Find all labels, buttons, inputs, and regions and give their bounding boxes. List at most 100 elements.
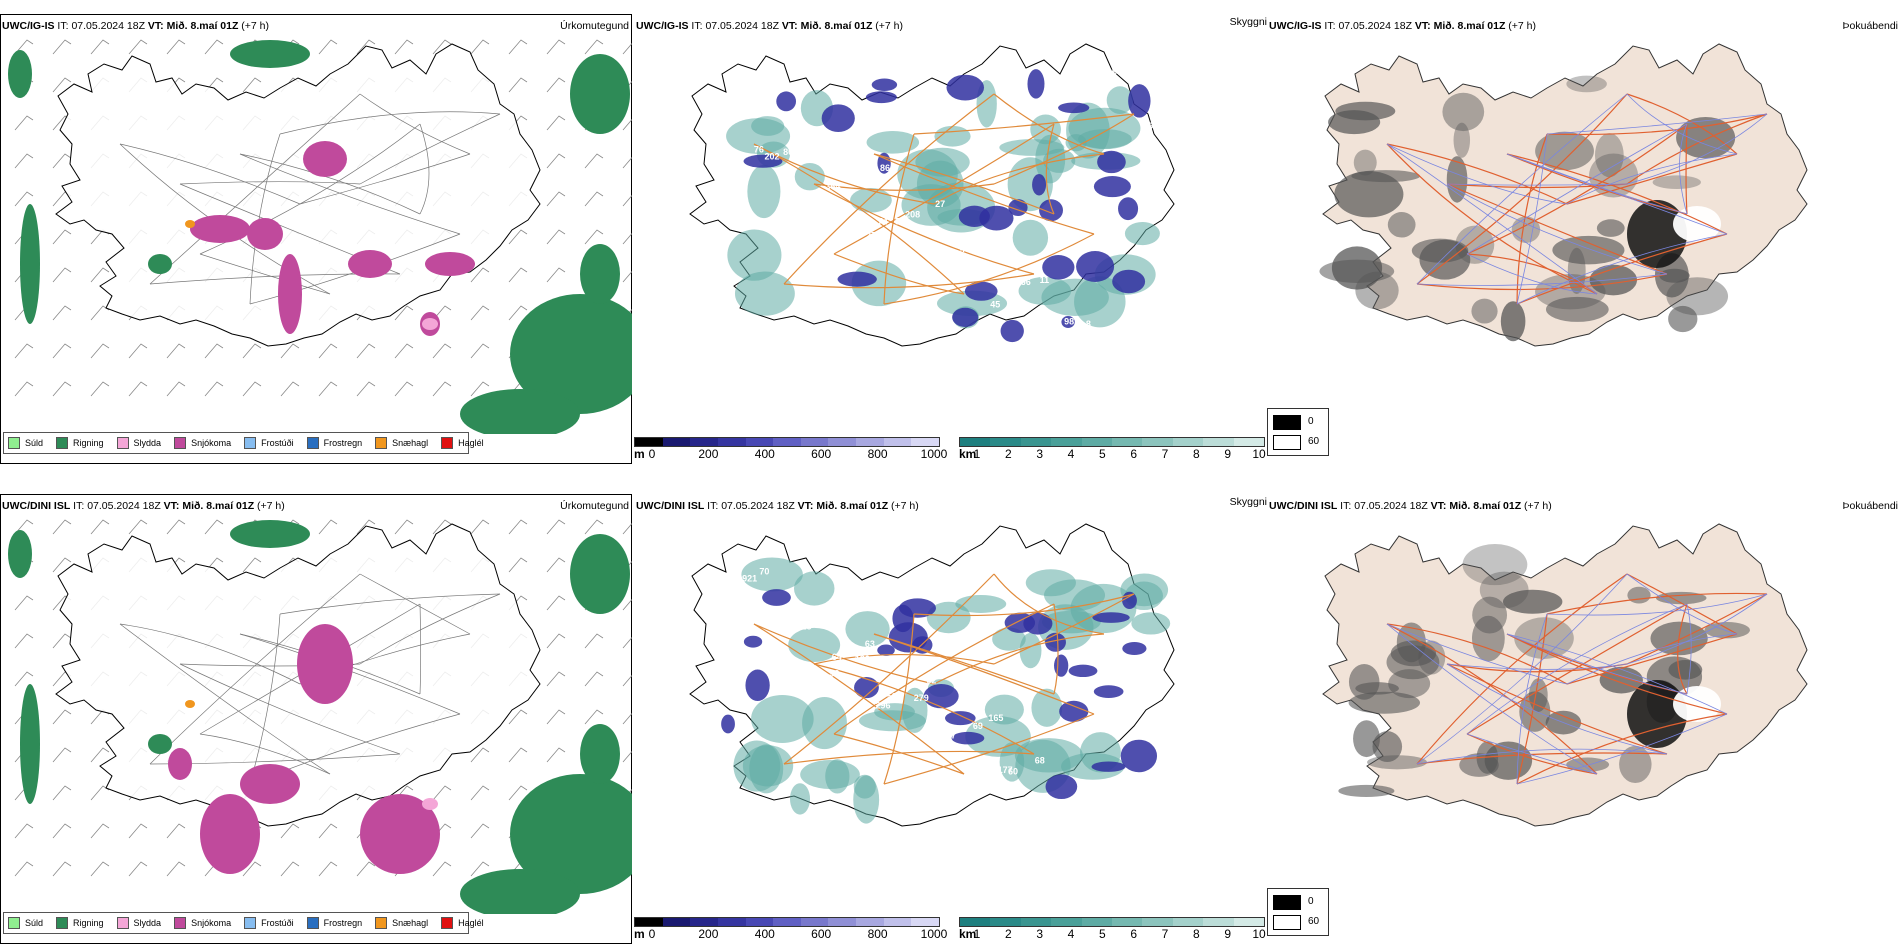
colorbar-tick: 10 (1252, 447, 1266, 461)
colorbar-bin (662, 438, 691, 446)
road-line (933, 153, 1105, 205)
road-line (753, 143, 935, 205)
legend-label: Frostregn (323, 918, 363, 928)
fog-area (1566, 75, 1607, 93)
fog-map[interactable] (1267, 514, 1899, 914)
legend-label: Slydda (133, 918, 162, 928)
precip-type-map[interactable] (0, 34, 632, 434)
fog-map[interactable] (1267, 34, 1899, 434)
vt-label: VT: (1414, 20, 1431, 32)
height-label: 63 (865, 639, 875, 649)
rain-area (148, 734, 172, 754)
wind-barb (166, 343, 186, 359)
wind-barb (204, 381, 224, 397)
low-visibility-area (851, 260, 907, 307)
legend-swatch (441, 917, 454, 929)
height-label: 47 (1041, 808, 1051, 818)
high-terrain-area (888, 622, 928, 653)
it-value: 07.05.2024 18Z (87, 500, 161, 512)
wind-barb (546, 557, 566, 573)
legend-label: Rigning (73, 918, 104, 928)
snow-area (360, 794, 440, 874)
legend-swatch (116, 437, 129, 449)
precip-type-map[interactable] (0, 514, 632, 914)
wind-barb (508, 229, 528, 245)
wind-barb (432, 39, 452, 55)
road-line (1386, 143, 1598, 295)
wind-barb (14, 633, 34, 649)
height-label: 55 (895, 216, 905, 226)
it-value: 07.05.2024 18Z (71, 20, 145, 32)
high-terrain-area (1093, 176, 1131, 198)
legend-item-rigning: Rigning (56, 917, 104, 929)
fog-ref-swatch-1 (1273, 435, 1301, 450)
height-label: 86 (880, 163, 890, 173)
wind-barb (52, 823, 72, 839)
wind-barb (394, 343, 414, 359)
wind-barb (14, 191, 34, 207)
rain-area (460, 389, 580, 434)
colorbar-tick: 9 (1224, 447, 1231, 461)
wind-barb (622, 270, 632, 283)
height-label: 7 (805, 129, 810, 139)
height-colorbar: m 0 200 400 600 800 1000 (634, 437, 947, 461)
low-visibility-area (1106, 86, 1134, 115)
wind-barb (166, 861, 186, 877)
road-line (1466, 603, 1688, 735)
colorbar-bin (1112, 438, 1143, 446)
rain-area (8, 530, 32, 578)
legend-label: Snæhagl (392, 918, 429, 928)
wind-barb (622, 522, 632, 535)
vt-label: VT: (147, 20, 164, 32)
wind-barb (204, 519, 224, 535)
low-visibility-area (794, 162, 825, 191)
wind-barb (546, 115, 566, 131)
wind-barb (242, 343, 262, 359)
rain-areas (8, 40, 632, 434)
road-line (149, 573, 361, 765)
legend-item-frostregn: Frostregn (306, 917, 363, 929)
colorbar-bin (1081, 918, 1113, 926)
height-label: 57 (842, 173, 852, 183)
visibility-map[interactable]: 10 70 61 63 62 165 68 88 75 921 915 130 279 69 60 133 75… (634, 514, 1266, 914)
wind-barb (546, 77, 566, 93)
road-line (1416, 573, 1628, 765)
it-label: IT: (1340, 500, 1352, 512)
road-line (1566, 633, 1738, 685)
low-visibility-area (800, 760, 860, 789)
it-label: IT: (1324, 20, 1336, 32)
high-terrain-area (979, 205, 1014, 231)
height-label: 145 (726, 102, 741, 112)
fog-area (1594, 133, 1624, 178)
height-label: 52 (887, 692, 897, 702)
vt-label: VT: (163, 500, 180, 512)
rain-area (20, 684, 40, 804)
fog-area (1338, 784, 1395, 797)
wind-barb (14, 861, 34, 877)
visibility-map[interactable]: 3051010862711011884187125208455669854298… (634, 34, 1266, 434)
fog-area (1704, 621, 1750, 639)
high-terrain-area (1112, 269, 1146, 294)
height-label: 140 (1096, 551, 1111, 561)
fog-area (1627, 680, 1687, 748)
road-line (249, 233, 461, 305)
height-label: 70 (759, 567, 769, 577)
height-label: 60 (1008, 767, 1018, 777)
fog-area (1411, 238, 1469, 263)
colorbar-tick: 0 (648, 927, 656, 941)
high-terrain-area (821, 104, 855, 133)
height-label: 130 (710, 591, 725, 601)
height-colorbar: m 0 200 400 600 800 1000 (634, 917, 947, 941)
high-terrain-area (1128, 84, 1151, 118)
colorbar-tick: 600 (811, 927, 832, 941)
legend-item-haglél: Haglél (441, 437, 484, 449)
low-visibility-area (1025, 569, 1076, 597)
height-label: 130 (855, 654, 870, 664)
lead-time: (+7 h) (1524, 500, 1552, 512)
road-line (1626, 113, 1768, 185)
wind-barb (14, 519, 34, 535)
wind-barb (622, 118, 632, 131)
road-line (993, 593, 1135, 665)
height-label: 915 (806, 617, 821, 627)
wind-barb (14, 595, 34, 611)
